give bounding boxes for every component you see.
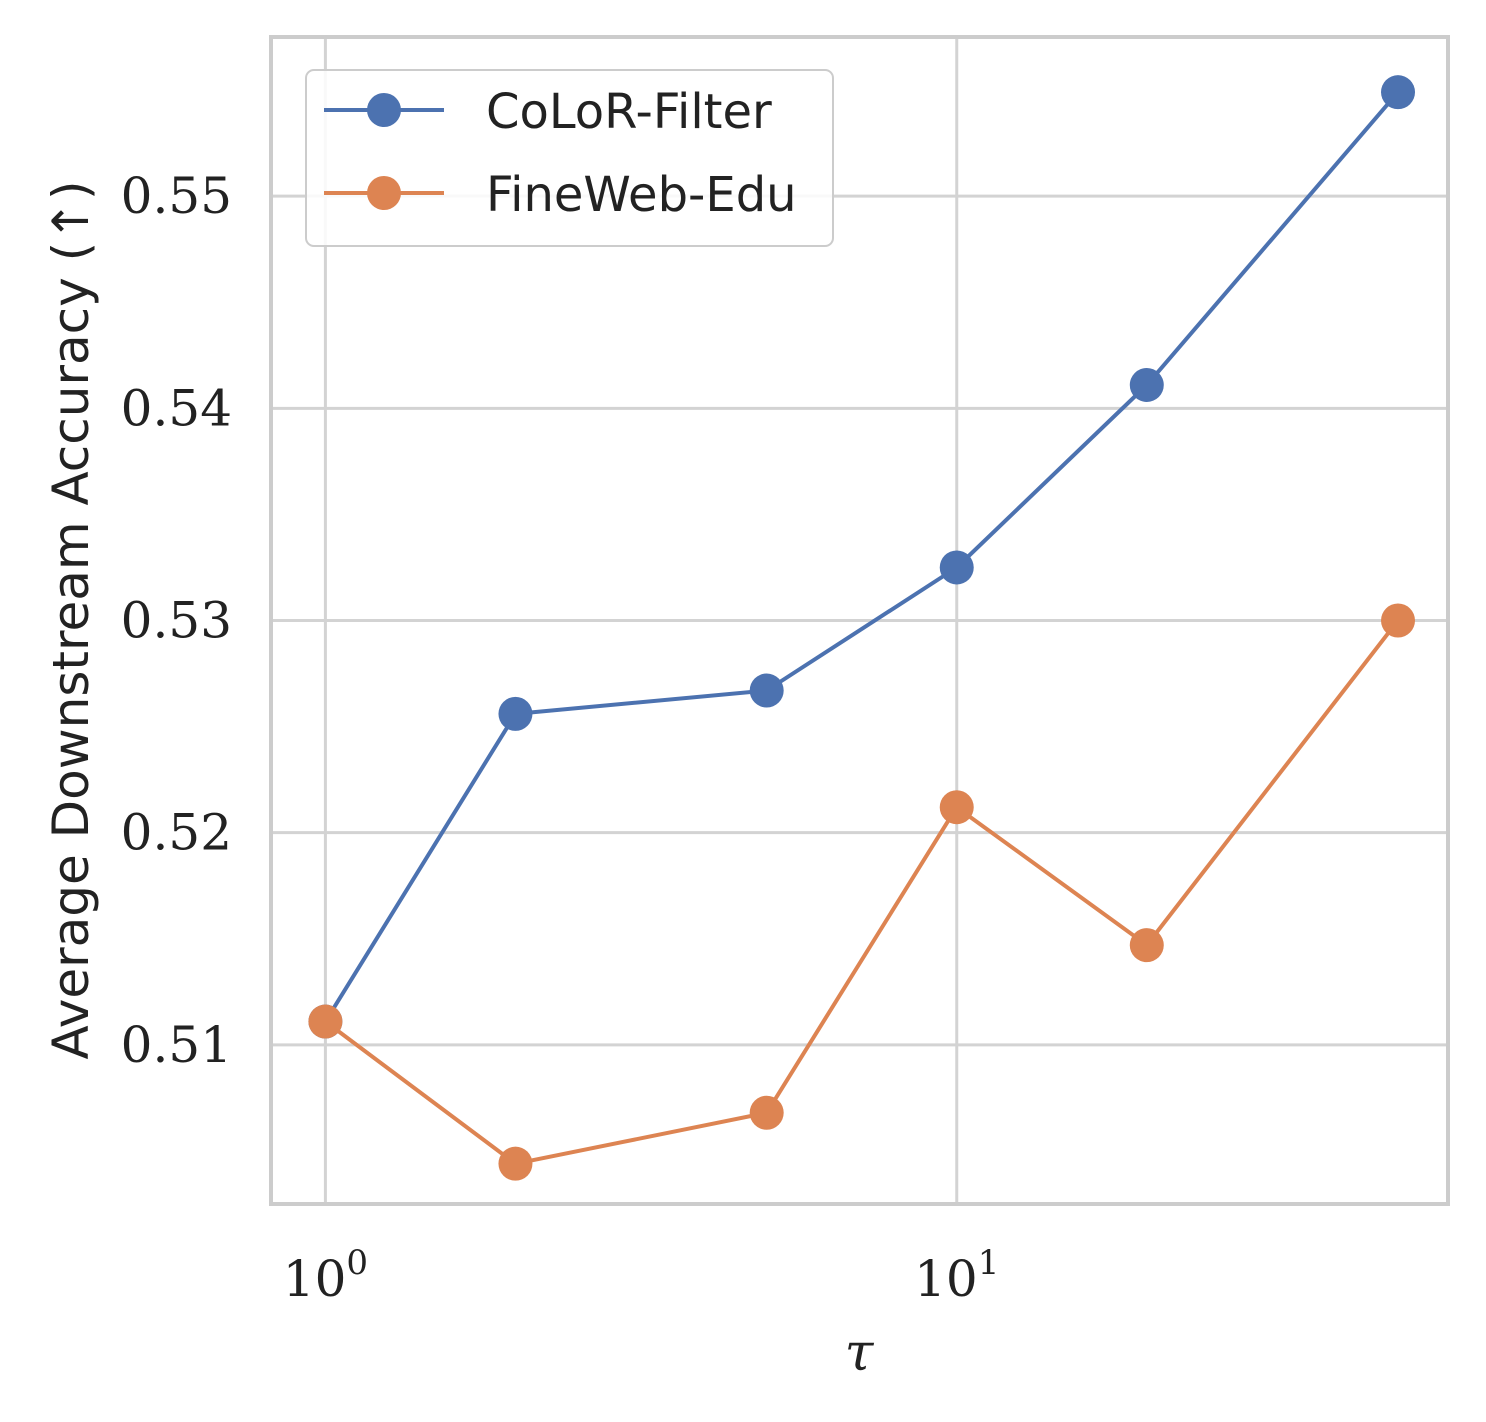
data-point-color-filter: [1381, 75, 1416, 110]
data-point-color-filter: [749, 673, 784, 708]
data-point-fineweb-edu: [1129, 928, 1164, 963]
y-axis-ticks: 0.51 0.52 0.53 0.54 0.55: [121, 167, 232, 1074]
legend-label-fineweb-edu: FineWeb-Edu: [486, 167, 797, 223]
data-point-color-filter: [1129, 367, 1164, 402]
data-point-fineweb-edu: [1381, 603, 1416, 638]
legend: CoLoR-Filter FineWeb-Edu: [305, 69, 834, 247]
legend-marker-fineweb-edu: [367, 176, 401, 210]
series-fineweb-edu: [308, 603, 1416, 1181]
y-tick-label: 0.55: [121, 167, 232, 225]
series-color-filter: [308, 75, 1416, 1039]
y-tick-label: 0.54: [121, 379, 232, 437]
x-axis-ticks: 100 101: [283, 1243, 1000, 1308]
legend-marker-color-filter: [367, 93, 401, 127]
y-tick-label: 0.53: [121, 592, 232, 650]
data-point-fineweb-edu: [498, 1146, 533, 1181]
data-point-color-filter: [939, 550, 974, 585]
x-tick-label: 101: [914, 1243, 999, 1308]
x-tick-label: 100: [283, 1243, 368, 1308]
y-axis-label: Average Downstream Accuracy (↑): [42, 180, 100, 1059]
y-tick-label: 0.51: [121, 1016, 232, 1074]
y-tick-label: 0.52: [121, 804, 232, 862]
series-line-fineweb-edu: [324, 619, 1400, 1166]
legend-box: [305, 69, 834, 247]
data-point-fineweb-edu: [939, 790, 974, 825]
x-axis-label: τ: [845, 1323, 875, 1383]
data-point-color-filter: [498, 696, 533, 731]
series-layer: [308, 75, 1416, 1181]
legend-label-color-filter: CoLoR-Filter: [486, 84, 772, 140]
data-point-fineweb-edu: [308, 1004, 343, 1039]
plot-frame: [269, 35, 1450, 1206]
series-line-color-filter: [323, 90, 1400, 1023]
data-point-fineweb-edu: [749, 1095, 784, 1130]
